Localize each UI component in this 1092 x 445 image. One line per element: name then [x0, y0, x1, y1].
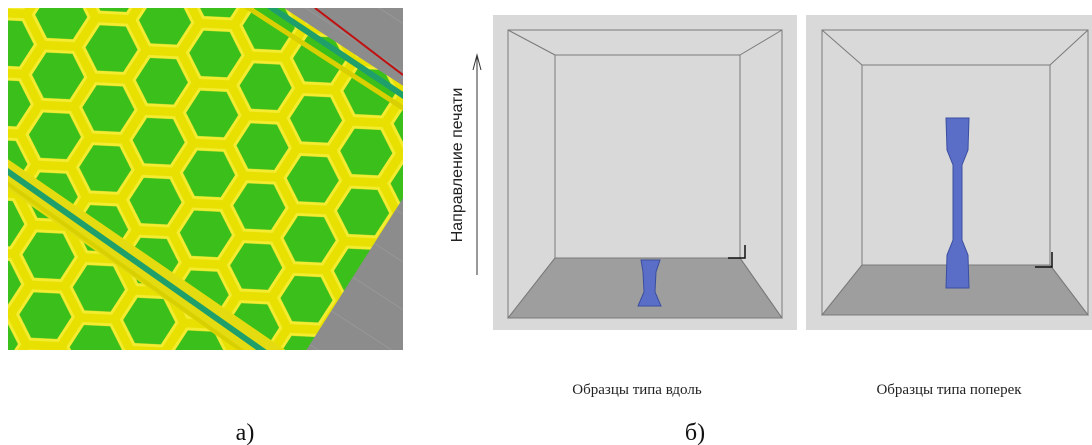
panel-across — [806, 15, 1092, 330]
figure: Направление печати Образцы типа вдоль Об… — [0, 0, 1092, 445]
slicer-image — [0, 0, 440, 380]
caption: Образцы типа поперек — [876, 382, 1022, 398]
panel-label: б) — [685, 420, 705, 445]
panel-label: а) — [236, 420, 255, 445]
panel-along — [493, 15, 797, 330]
axis-label: Направление печати — [449, 88, 466, 243]
caption: Образцы типа вдоль — [572, 382, 702, 398]
